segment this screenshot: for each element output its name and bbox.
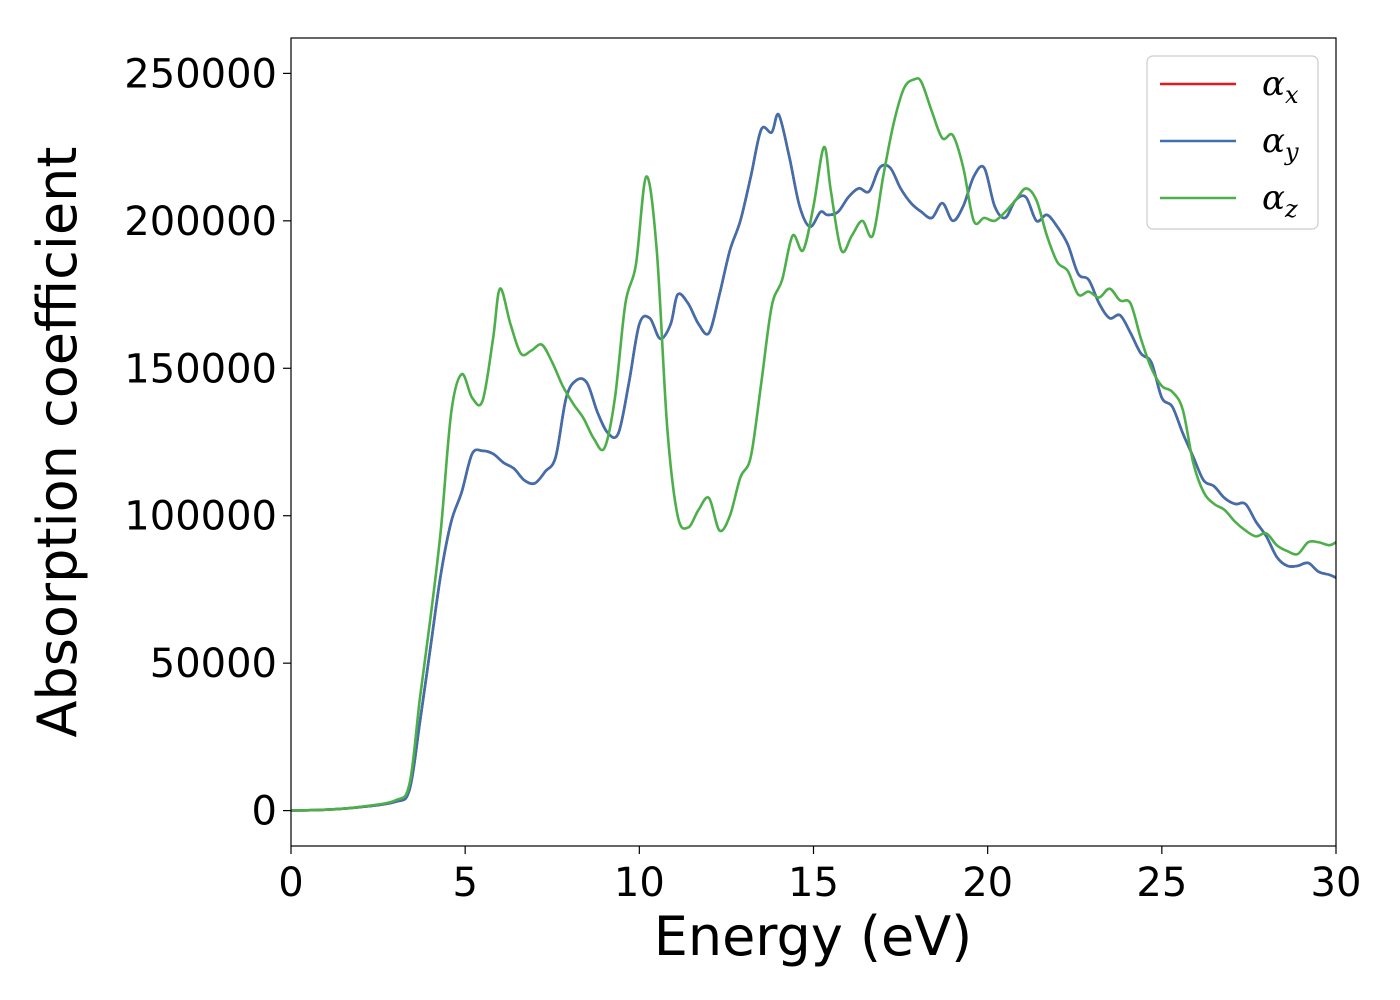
x-tick-label: 20: [962, 860, 1013, 906]
x-tick-label: 15: [788, 860, 839, 906]
x-tick-label: 0: [278, 860, 303, 906]
series-line-y: [290, 112, 1337, 812]
series-layer: [290, 77, 1337, 812]
x-tick-label: 10: [614, 860, 665, 906]
series-line-z: [290, 77, 1337, 812]
x-axis-ticks: 0 5 10 15 20 25 30: [278, 846, 1361, 906]
x-tick-label: 30: [1311, 860, 1362, 906]
y-tick-label: 250000: [124, 51, 277, 97]
x-tick-label: 25: [1136, 860, 1187, 906]
y-tick-label: 0: [252, 789, 277, 835]
y-tick-label: 200000: [124, 199, 277, 245]
x-axis-title: Energy (eV): [654, 905, 973, 968]
legend-box: [1146, 55, 1319, 230]
y-tick-label: 50000: [150, 641, 277, 687]
y-axis-title: Absorption coefficient: [26, 147, 89, 738]
y-tick-label: 100000: [124, 494, 277, 540]
x-tick-label: 5: [452, 860, 477, 906]
y-tick-label: 150000: [124, 346, 277, 392]
y-axis-ticks: 0 50000 100000 150000 200000 250000: [124, 51, 291, 835]
